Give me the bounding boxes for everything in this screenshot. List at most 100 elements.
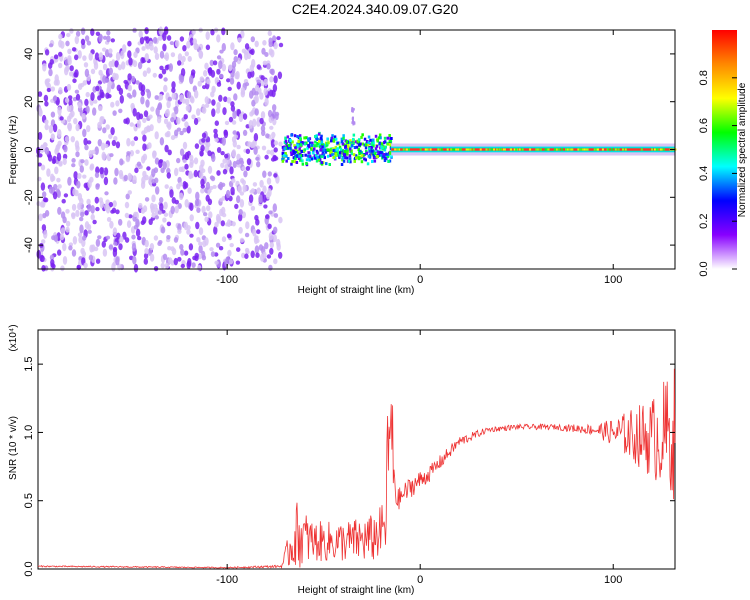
heatmap-cell	[106, 35, 111, 43]
heatmap-cell	[157, 210, 163, 215]
heatmap-cell	[367, 154, 371, 158]
heatmap-cell	[94, 146, 99, 156]
heatmap-cell	[383, 148, 387, 152]
heatmap-cell	[363, 137, 367, 141]
heatmap-cell	[85, 105, 90, 114]
heatmap-cell	[158, 26, 163, 36]
heatmap-cell	[80, 82, 85, 88]
heatmap-cell	[137, 236, 142, 241]
heatmap-cell	[327, 148, 331, 152]
heatmap-cell	[226, 233, 232, 239]
heatmap-cell	[350, 152, 353, 156]
heatmap-cell	[42, 63, 47, 68]
heatmap-cell	[455, 148, 458, 151]
heatmap-cell	[365, 150, 368, 153]
heatmap-cell	[342, 136, 345, 140]
heatmap-cell	[126, 151, 131, 156]
heatmap-cell	[331, 134, 334, 138]
heatmap-cell	[340, 137, 344, 141]
heatmap-cell	[65, 65, 70, 70]
snr-ytick-label: 0.5	[23, 493, 35, 508]
heatmap-cell	[60, 227, 66, 234]
heatmap-cell	[301, 162, 305, 166]
heatmap-cell	[321, 143, 324, 146]
heatmap-cell	[232, 160, 237, 169]
heatmap-cell	[48, 186, 54, 194]
heatmap-cell	[171, 81, 176, 89]
heatmap-cell	[515, 148, 518, 151]
heatmap-cell	[357, 157, 361, 161]
heatmap-cell	[308, 158, 311, 162]
heatmap-cell	[244, 43, 250, 50]
heatmap-cell	[384, 157, 387, 160]
heatmap-cell	[68, 245, 73, 251]
heatmap-cell	[215, 107, 221, 114]
heatmap-cell	[163, 77, 168, 82]
heatmap-cell	[80, 38, 86, 46]
heatmap-cell	[50, 86, 55, 92]
heatmap-cell	[554, 148, 557, 151]
heatmap-cell	[137, 61, 143, 70]
heatmap-cell	[352, 141, 355, 145]
heatmap-cell	[388, 139, 392, 143]
heatmap-cell	[98, 105, 103, 112]
heatmap-cell	[57, 249, 62, 256]
heatmap-cell	[156, 116, 162, 124]
heatmap-cell	[253, 235, 259, 245]
heatmap-cell	[227, 86, 232, 91]
heatmap-cell	[58, 33, 63, 40]
heatmap-cell	[40, 255, 45, 262]
heatmap-cell	[614, 148, 617, 151]
heatmap-cell	[167, 149, 172, 156]
heatmap-cell	[207, 67, 212, 74]
heatmap-cell	[162, 43, 167, 52]
heatmap-cell	[182, 45, 187, 52]
heatmap-cell	[330, 151, 333, 154]
heatmap-cell	[358, 143, 361, 147]
heatmap-cell	[94, 196, 100, 204]
heatmap-cell	[130, 102, 135, 110]
heatmap-cell	[379, 151, 382, 154]
heatmap-cell	[199, 164, 204, 173]
heatmap-cell	[252, 182, 258, 187]
heatmap-cell	[243, 170, 248, 178]
heatmap-cell	[368, 149, 371, 153]
heatmap-cell	[262, 60, 268, 66]
heatmap-cell	[372, 144, 375, 148]
snr-xtick-label: 100	[604, 574, 622, 586]
heatmap-cell	[231, 221, 236, 227]
heatmap-cell	[546, 148, 548, 151]
heatmap-cell	[115, 100, 120, 107]
heatmap-cell	[272, 203, 277, 213]
heatmap-cell	[155, 186, 160, 195]
heatmap-cell	[283, 147, 286, 151]
heatmap-cell	[493, 148, 495, 151]
heatmap-cell	[136, 111, 141, 121]
heatmap-cell	[221, 27, 226, 36]
heatmap-cell	[46, 87, 52, 93]
heatmap-cell	[299, 154, 303, 158]
heatmap-cell	[320, 147, 323, 151]
heatmap-cell	[74, 35, 80, 45]
heatmap-cell	[367, 141, 370, 144]
heatmap-cell	[189, 75, 194, 85]
heatmap-cell	[314, 140, 317, 144]
heatmap-cell	[662, 148, 665, 151]
heatmap-cell	[126, 92, 132, 98]
heatmap-cell	[235, 70, 240, 80]
heatmap-cell	[529, 148, 532, 151]
heatmap-cell	[164, 52, 170, 61]
heatmap-cell	[287, 157, 290, 160]
heatmap-cell	[176, 117, 181, 125]
heatmap-cell	[206, 205, 211, 212]
heatmap-cell	[239, 157, 244, 163]
heatmap-cell	[269, 241, 274, 249]
heatmap-cell	[205, 194, 210, 202]
heatmap-cell	[236, 195, 241, 204]
heatmap-cell	[88, 52, 93, 61]
heatmap-cell	[132, 60, 138, 68]
heatmap-cell	[263, 87, 268, 96]
heatmap-cell	[128, 214, 133, 219]
heatmap-cell	[130, 75, 136, 83]
heatmap-cell	[324, 141, 328, 145]
